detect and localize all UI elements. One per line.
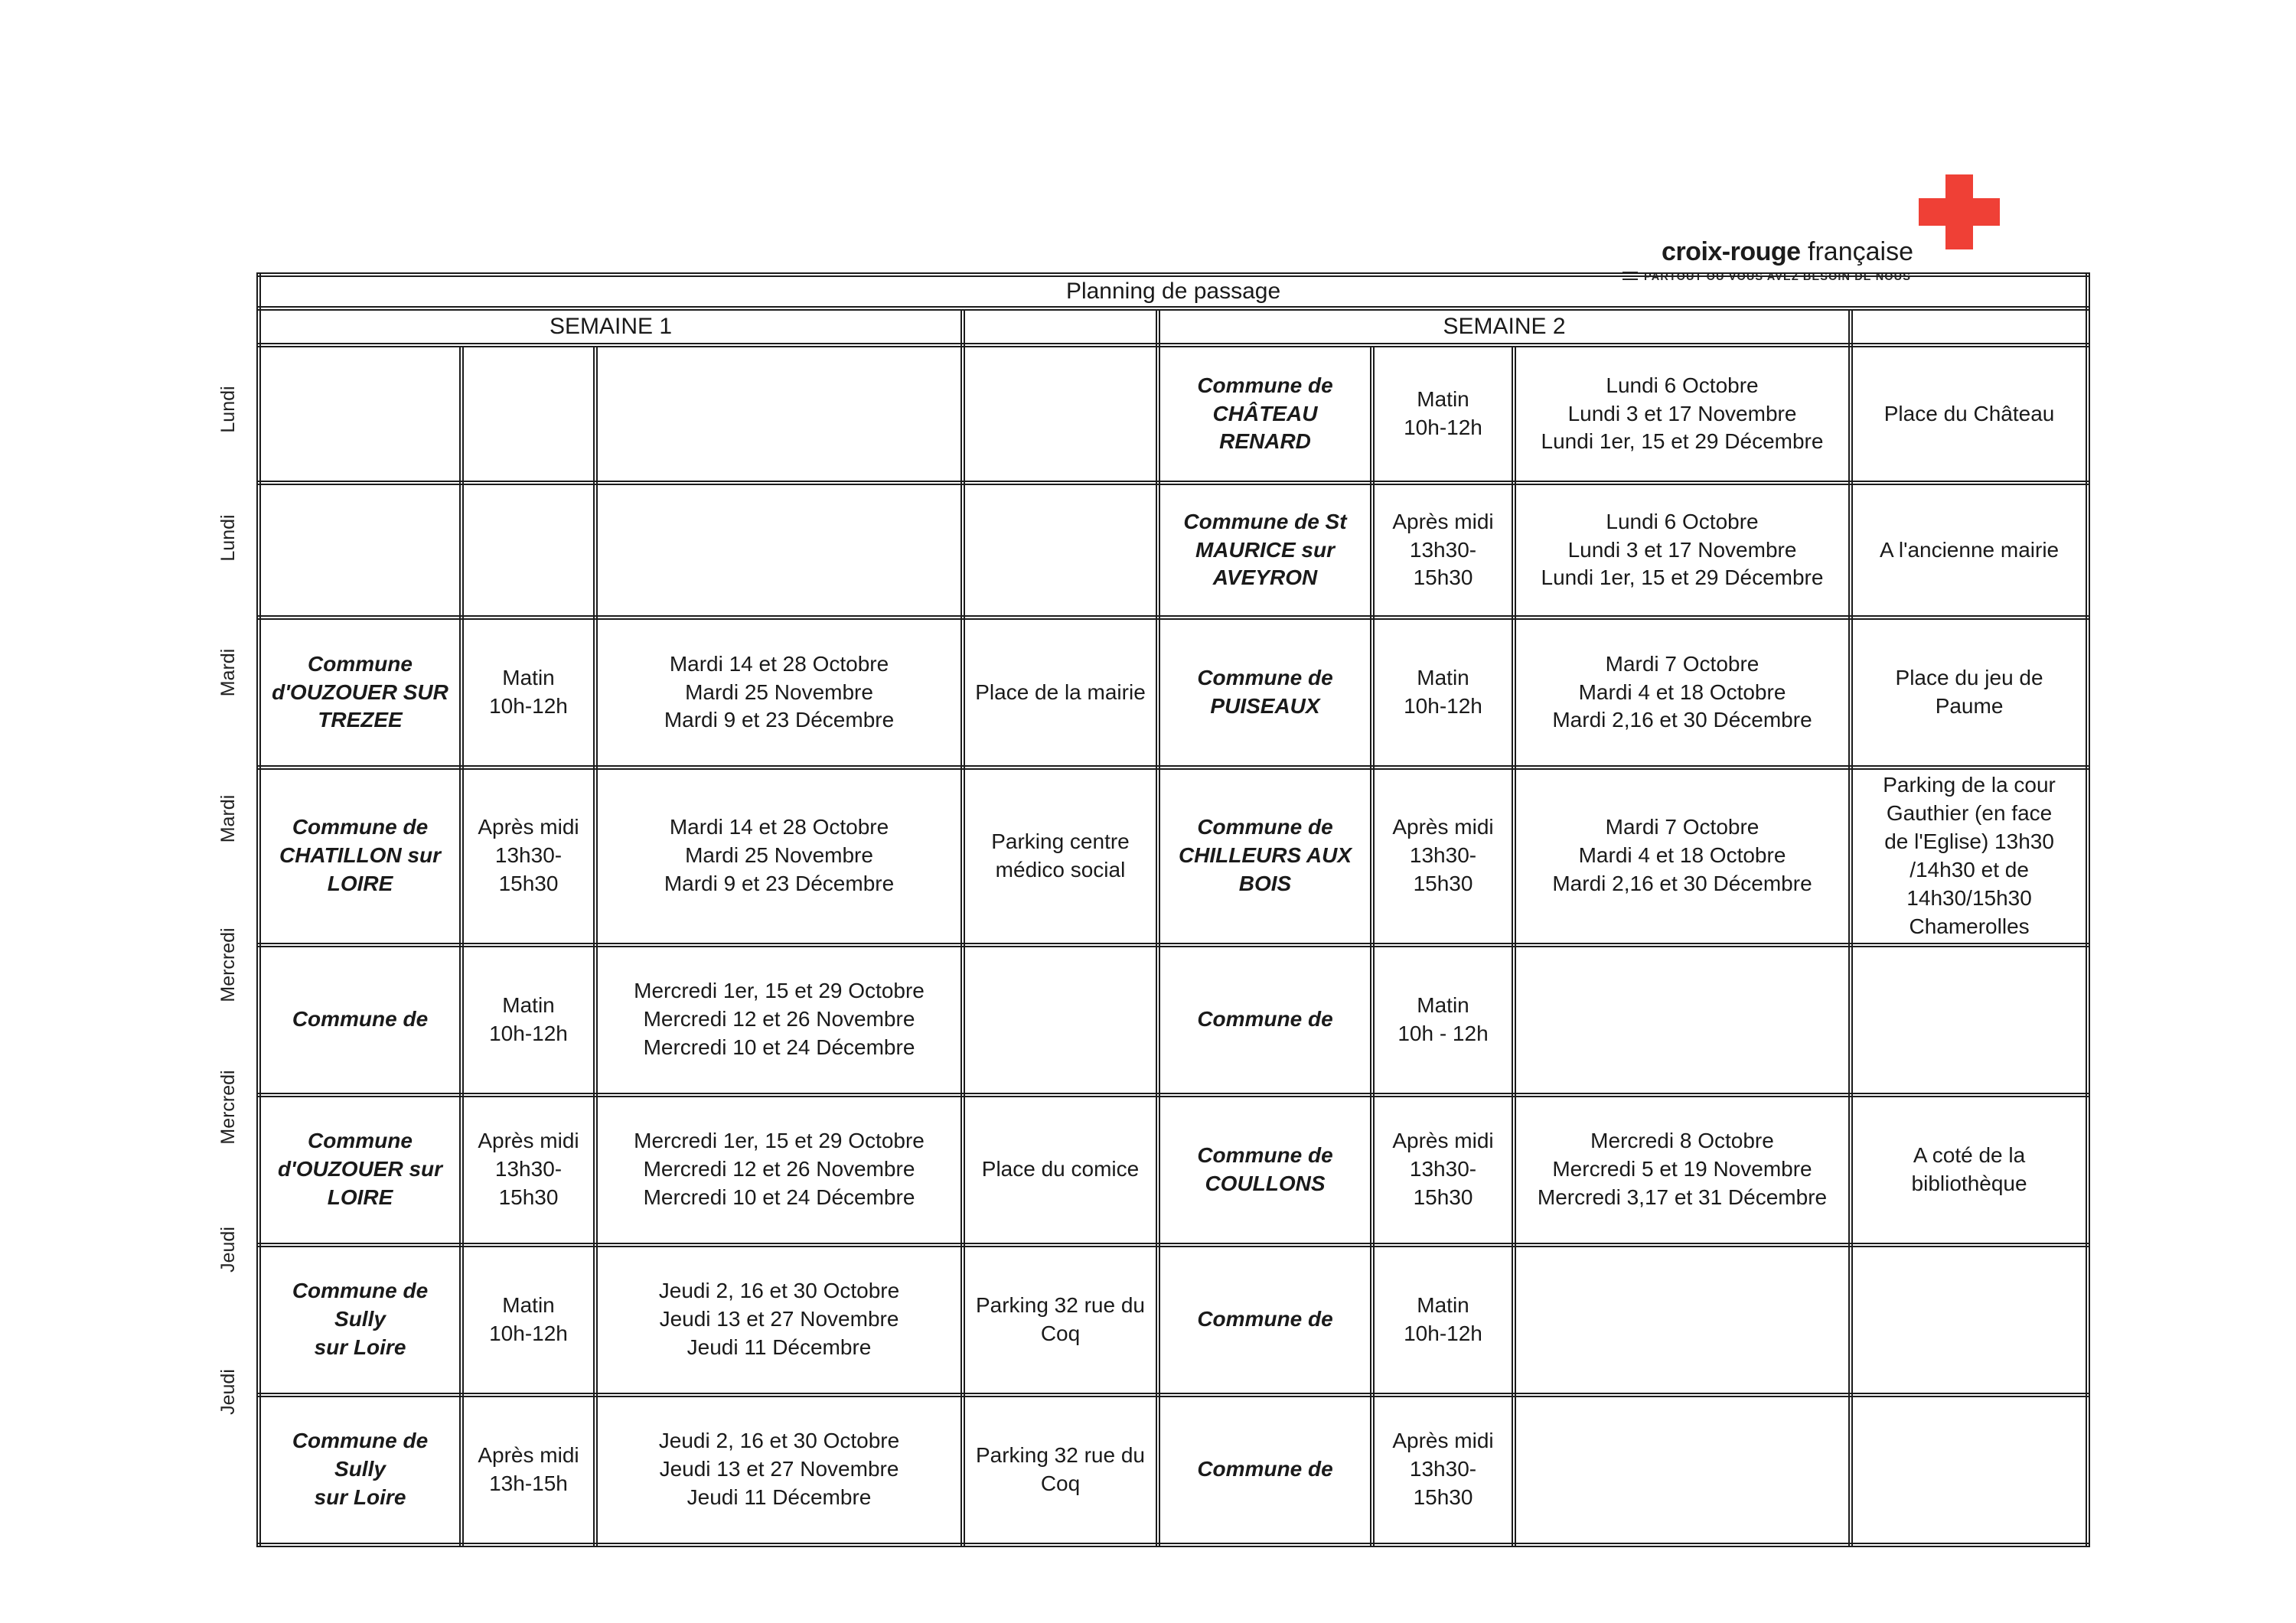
- s2-dates: Lundi 6 Octobre Lundi 3 et 17 Novembre L…: [1512, 481, 1853, 620]
- s2-time: Matin 10h-12h: [1370, 615, 1516, 770]
- s2-time: Après midi 13h30-15h30: [1370, 765, 1516, 947]
- day-label: Lundi: [217, 514, 239, 562]
- s1-dates: Mardi 14 et 28 Octobre Mardi 25 Novembre…: [593, 765, 965, 947]
- s2-time: Après midi 13h30-15h30: [1370, 1092, 1516, 1247]
- s1-dates: Mercredi 1er, 15 et 29 Octobre Mercredi …: [593, 1092, 965, 1247]
- s1-location: Parking 32 rue du Coq: [960, 1392, 1160, 1547]
- day-label: Jeudi: [217, 1227, 239, 1273]
- s2-time: Matin 10h-12h: [1370, 1242, 1516, 1397]
- s2-commune: Commune de: [1156, 942, 1375, 1097]
- s2-time: Après midi 13h30-15h30: [1370, 481, 1516, 620]
- s2-commune: Commune de PUISEAUX: [1156, 615, 1375, 770]
- s2-commune: Commune de COULLONS: [1156, 1092, 1375, 1247]
- s1-location: Parking centre médico social: [960, 765, 1160, 947]
- week2-header: SEMAINE 2: [1156, 306, 1853, 347]
- s1-commune: Commune d'OUZOUER sur LOIRE: [256, 1092, 464, 1247]
- s2-dates: Mardi 7 Octobre Mardi 4 et 18 Octobre Ma…: [1512, 765, 1853, 947]
- week1-location-header: [960, 306, 1160, 347]
- s1-commune: [256, 481, 464, 620]
- s1-commune: Commune de: [256, 942, 464, 1097]
- s1-time: Matin 10h-12h: [459, 942, 598, 1097]
- table-row: Commune de Sully sur Loire Après midi 13…: [256, 1392, 2091, 1547]
- s2-location: Parking de la cour Gauthier (en face de …: [1848, 765, 2091, 947]
- s1-time: Matin 10h-12h: [459, 1242, 598, 1397]
- table-row: Commune d'OUZOUER sur LOIRE Après midi 1…: [256, 1092, 2091, 1247]
- brand-name-bold: croix-rouge: [1662, 237, 1801, 266]
- red-cross-horizontal-bar: [1919, 198, 2000, 226]
- s1-commune: Commune de Sully sur Loire: [256, 1392, 464, 1547]
- s2-commune: Commune de St MAURICE sur AVEYRON: [1156, 481, 1375, 620]
- s1-time: [459, 481, 598, 620]
- s2-location: [1848, 1392, 2091, 1547]
- s2-location: A l'ancienne mairie: [1848, 481, 2091, 620]
- s1-dates: Jeudi 2, 16 et 30 Octobre Jeudi 13 et 27…: [593, 1242, 965, 1397]
- table-row: Commune de CHATILLON sur LOIRE Après mid…: [256, 765, 2091, 947]
- s1-commune: [256, 343, 464, 485]
- table-row: Commune de CHÂTEAU RENARD Matin 10h-12h …: [256, 343, 2091, 485]
- s2-time: Matin 10h - 12h: [1370, 942, 1516, 1097]
- s2-dates: [1512, 1242, 1853, 1397]
- s1-dates: [593, 481, 965, 620]
- s1-location: [960, 343, 1160, 485]
- day-label: Lundi: [217, 386, 239, 433]
- s1-dates: Jeudi 2, 16 et 30 Octobre Jeudi 13 et 27…: [593, 1392, 965, 1547]
- planning-table: Planning de passage SEMAINE 1 SEMAINE 2 …: [256, 272, 2091, 1547]
- s1-time: Après midi 13h-15h: [459, 1392, 598, 1547]
- s1-location: Place de la mairie: [960, 615, 1160, 770]
- s1-dates: Mercredi 1er, 15 et 29 Octobre Mercredi …: [593, 942, 965, 1097]
- day-label: Jeudi: [217, 1369, 239, 1415]
- s2-dates: Lundi 6 Octobre Lundi 3 et 17 Novembre L…: [1512, 343, 1853, 485]
- croix-rouge-brand-text: croix-rouge française: [1662, 237, 1913, 267]
- s2-location: Place du jeu de Paume: [1848, 615, 2091, 770]
- s1-location: Parking 32 rue du Coq: [960, 1242, 1160, 1397]
- day-label: Mercredi: [217, 1070, 239, 1145]
- s2-commune: Commune de CHILLEURS AUX BOIS: [1156, 765, 1375, 947]
- week1-header: SEMAINE 1: [256, 306, 965, 347]
- s1-time: Après midi 13h30-15h30: [459, 765, 598, 947]
- table-row: Commune d'OUZOUER SUR TREZEE Matin 10h-1…: [256, 615, 2091, 770]
- s2-location: [1848, 942, 2091, 1097]
- page-title: Planning de passage: [256, 272, 2091, 311]
- s2-time: Après midi 13h30-15h30: [1370, 1392, 1516, 1547]
- s2-commune: Commune de: [1156, 1242, 1375, 1397]
- s1-location: Place du comice: [960, 1092, 1160, 1247]
- s2-location: Place du Château: [1848, 343, 2091, 485]
- day-label: Mardi: [217, 648, 239, 697]
- red-cross-icon: [1919, 174, 2000, 249]
- s2-dates: Mardi 7 Octobre Mardi 4 et 18 Octobre Ma…: [1512, 615, 1853, 770]
- s1-commune: Commune d'OUZOUER SUR TREZEE: [256, 615, 464, 770]
- s1-dates: Mardi 14 et 28 Octobre Mardi 25 Novembre…: [593, 615, 965, 770]
- s2-dates: [1512, 942, 1853, 1097]
- s2-commune: Commune de: [1156, 1392, 1375, 1547]
- day-label: Mardi: [217, 794, 239, 843]
- s2-location: [1848, 1242, 2091, 1397]
- s2-commune: Commune de CHÂTEAU RENARD: [1156, 343, 1375, 485]
- s1-time: [459, 343, 598, 485]
- s1-dates: [593, 343, 965, 485]
- table-row: Commune de Sully sur Loire Matin 10h-12h…: [256, 1242, 2091, 1397]
- s2-dates: [1512, 1392, 1853, 1547]
- table-row: Commune de Matin 10h-12h Mercredi 1er, 1…: [256, 942, 2091, 1097]
- day-label: Mercredi: [217, 927, 239, 1002]
- week2-location-header: [1848, 306, 2091, 347]
- s1-location: [960, 481, 1160, 620]
- s2-dates: Mercredi 8 Octobre Mercredi 5 et 19 Nove…: [1512, 1092, 1853, 1247]
- brand-name-regular: française: [1808, 237, 1913, 266]
- table-row: Commune de St MAURICE sur AVEYRON Après …: [256, 481, 2091, 620]
- s1-commune: Commune de CHATILLON sur LOIRE: [256, 765, 464, 947]
- s1-location: [960, 942, 1160, 1097]
- s2-time: Matin 10h-12h: [1370, 343, 1516, 485]
- s2-location: A coté de la bibliothèque: [1848, 1092, 2091, 1247]
- s1-time: Matin 10h-12h: [459, 615, 598, 770]
- s1-commune: Commune de Sully sur Loire: [256, 1242, 464, 1397]
- s1-time: Après midi 13h30-15h30: [459, 1092, 598, 1247]
